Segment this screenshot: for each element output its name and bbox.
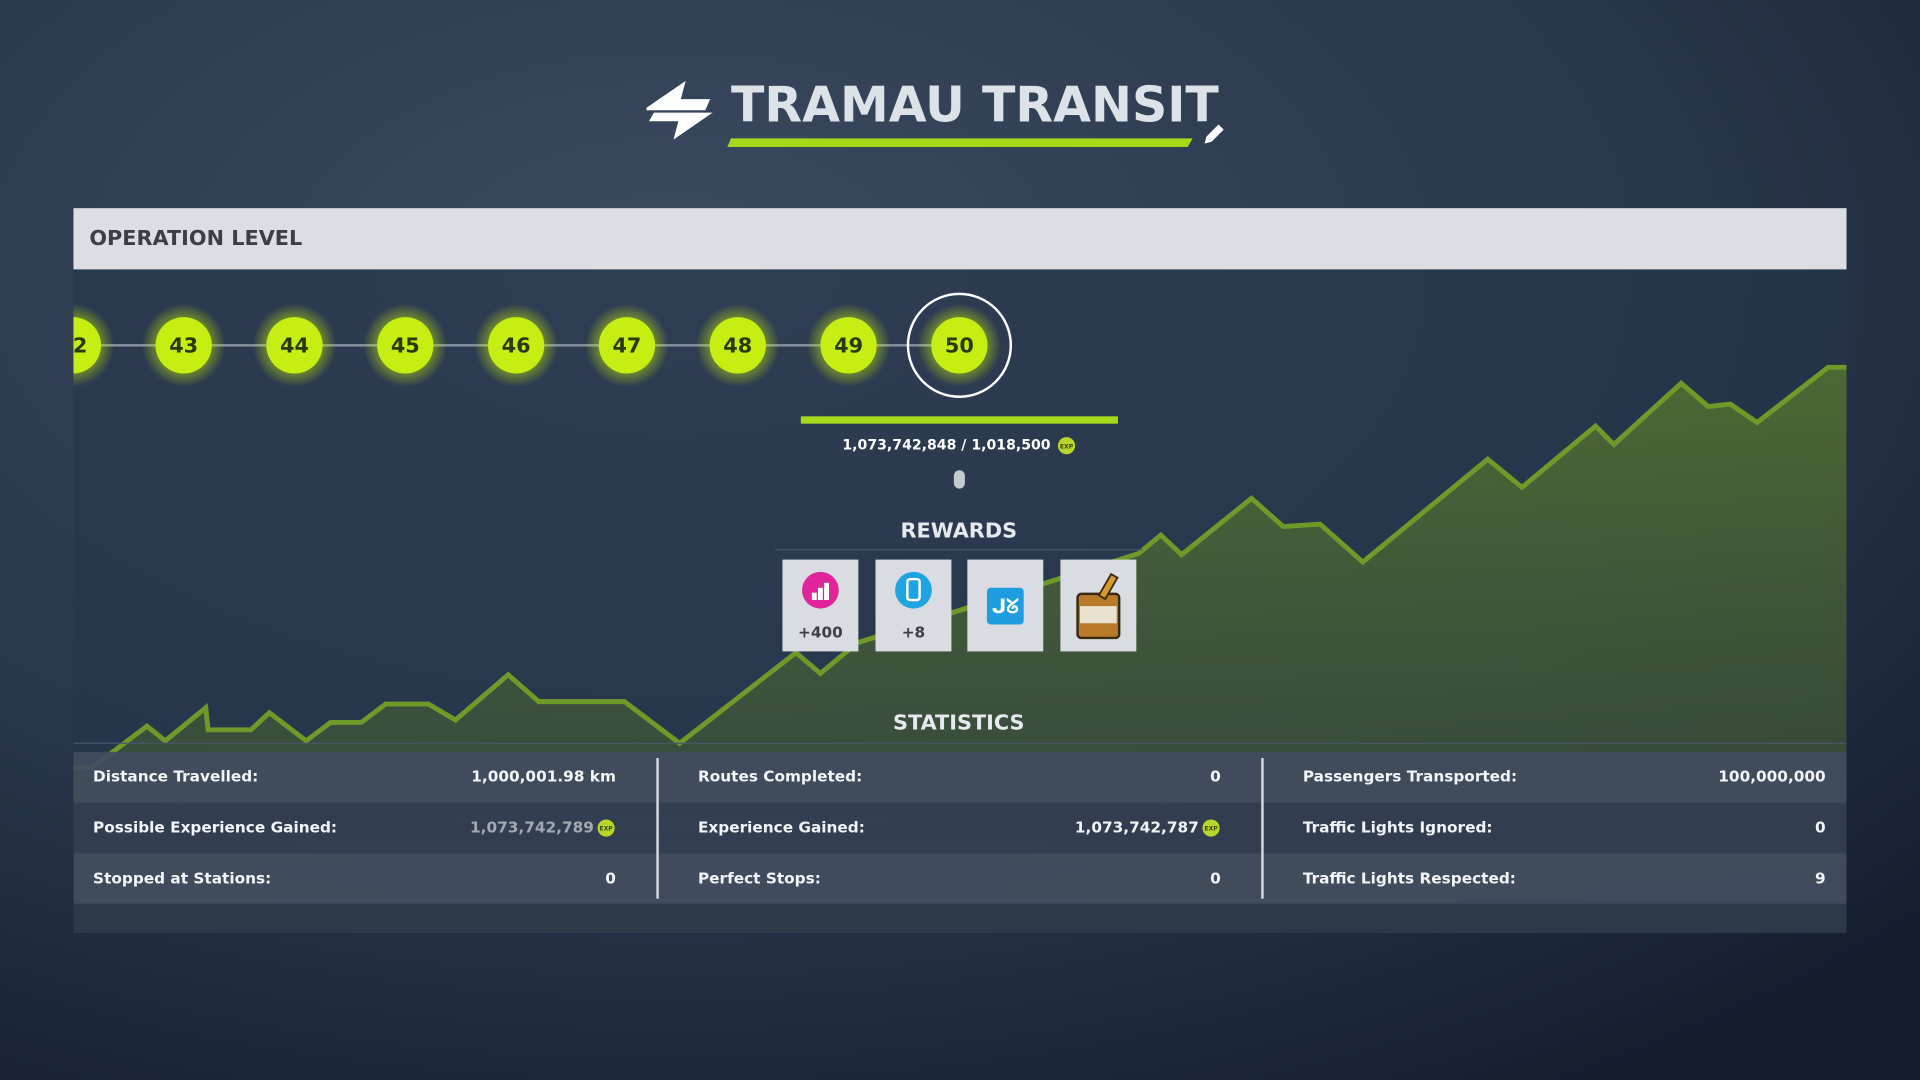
rewards-title: REWARDS <box>900 518 1017 542</box>
edit-button[interactable] <box>1202 124 1224 146</box>
level-node[interactable]: 46 <box>474 303 558 387</box>
progress-text: 1,073,742,848 / 1,018,500 <box>842 438 1050 454</box>
rewards-list: +400 +8 ᒍᘜ <box>782 559 1137 652</box>
exp-badge-text: EXP <box>599 826 613 833</box>
reward-icon-brush <box>1097 572 1119 601</box>
logo-icon <box>646 80 713 140</box>
level-circle <box>487 317 545 374</box>
level-circle <box>709 317 766 374</box>
stat-label: Possible Experience Gained: <box>93 819 337 837</box>
stat-value: 1,000,001.98 km <box>471 768 616 786</box>
level-circle <box>266 317 323 374</box>
stat-value: 0 <box>1210 869 1221 887</box>
table-footer <box>73 903 1847 934</box>
title-underline <box>727 138 1193 147</box>
stat-label: Traffic Lights Ignored: <box>1303 819 1493 837</box>
level-track: 42 43 44 45 46 47 48 49 50 <box>31 292 1013 398</box>
reward-tile[interactable] <box>1060 559 1137 652</box>
level-circle <box>931 317 988 374</box>
stat-value: 0 <box>1815 819 1826 837</box>
statistics-title: STATISTICS <box>893 711 1024 735</box>
exp-badge-text: EXP <box>1204 826 1218 833</box>
stat-label: Stopped at Stations: <box>93 869 271 887</box>
level-number: 42 <box>58 334 87 358</box>
stat-value: 1,073,742,789 <box>470 819 594 837</box>
reward-tile[interactable]: +400 <box>782 559 859 652</box>
level-node[interactable]: 44 <box>252 303 337 387</box>
level-node[interactable]: 48 <box>696 303 780 387</box>
stat-row-bg <box>73 751 1847 803</box>
stat-value: 1,073,742,787 <box>1075 819 1199 837</box>
reward-icon <box>986 587 1024 625</box>
exp-badge-text: EXP <box>1060 443 1074 450</box>
stat-value: 9 <box>1815 869 1826 887</box>
stat-label: Routes Completed: <box>698 768 862 786</box>
level-node[interactable]: 43 <box>142 303 226 387</box>
reward-icon-bar <box>824 582 829 600</box>
level-node[interactable]: 50 <box>906 292 1013 398</box>
section-title: OPERATION LEVEL <box>89 226 302 250</box>
stat-label: Experience Gained: <box>698 819 865 837</box>
reward-icon-bar <box>817 587 823 600</box>
stat-label: Traffic Lights Respected: <box>1303 869 1516 887</box>
level-node[interactable]: 47 <box>585 303 669 387</box>
stat-value: 100,000,000 <box>1718 768 1825 786</box>
reward-icon-label <box>1080 606 1117 624</box>
level-node[interactable]: 45 <box>363 303 447 387</box>
stat-value: 0 <box>1210 768 1221 786</box>
company-name: TRAMAU TRANSIT <box>731 76 1219 133</box>
exp-badge <box>597 819 615 837</box>
stat-label: Passengers Transported: <box>1303 768 1517 786</box>
statistics-table: Distance Travelled: 1,000,001.98 km Routes… <box>73 751 1847 934</box>
reward-icon-bar <box>811 592 817 600</box>
level-circle <box>155 317 212 374</box>
stat-row-bg <box>73 853 1847 905</box>
reward-icon <box>895 571 932 609</box>
reward-tile[interactable]: +8 <box>875 559 952 652</box>
scroll-hint <box>953 470 965 489</box>
stat-label: Perfect Stops: <box>698 869 821 887</box>
level-circle <box>598 317 656 374</box>
level-number: 45 <box>391 334 420 358</box>
level-number: 46 <box>502 334 531 358</box>
level-node[interactable]: 42 <box>31 303 115 387</box>
level-number: 43 <box>169 334 198 358</box>
level-circle <box>73 317 102 374</box>
level-number: 49 <box>834 334 863 358</box>
section-header <box>73 208 1847 270</box>
progress-bar <box>800 416 1118 424</box>
level-number: 47 <box>612 334 641 358</box>
level-circle <box>820 317 877 374</box>
reward-icon-glyph: ᒍᘜ <box>992 595 1020 618</box>
level-number: 44 <box>280 334 309 358</box>
reward-amount: +400 <box>798 624 843 642</box>
level-circle <box>377 317 434 374</box>
exp-badge <box>1057 437 1076 455</box>
reward-amount: +8 <box>902 624 925 642</box>
exp-badge <box>1202 819 1220 837</box>
stat-label: Distance Travelled: <box>93 768 258 786</box>
level-node[interactable]: 49 <box>806 303 891 387</box>
level-selected-ring <box>906 292 1013 398</box>
reward-tile[interactable]: ᒍᘜ <box>967 559 1044 652</box>
reward-icon-phone <box>906 577 921 602</box>
level-number: 48 <box>723 334 752 358</box>
level-number: 50 <box>945 334 974 358</box>
stat-value: 0 <box>605 869 616 887</box>
stat-row-bg <box>73 802 1847 854</box>
